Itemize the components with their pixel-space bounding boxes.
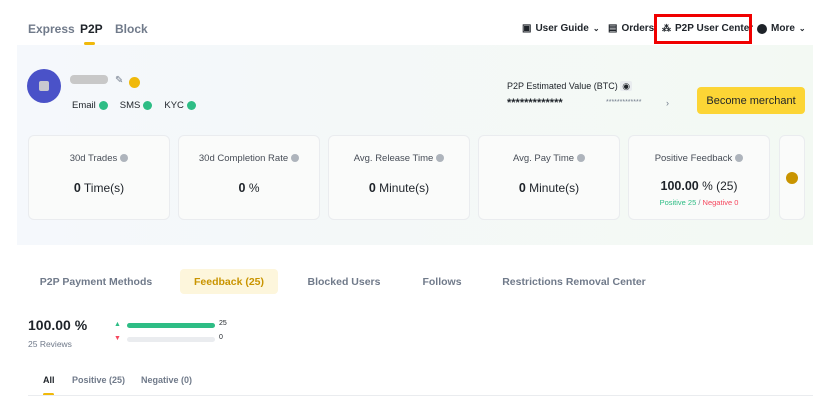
- stat-card-completion-rate: 30d Completion Rate 0 %: [178, 135, 320, 220]
- tab-follows[interactable]: Follows: [422, 275, 462, 288]
- feedback-rate: 100.00 %: [28, 317, 88, 333]
- info-icon[interactable]: [577, 154, 586, 163]
- verification-sms: SMS: [120, 100, 153, 111]
- more-label: More: [771, 23, 795, 34]
- estimated-value-label: P2P Estimated Value (BTC) ◉: [507, 81, 633, 91]
- negative-count: Negative 0: [702, 198, 739, 207]
- more-menu[interactable]: More ⌄: [757, 23, 806, 34]
- user-badge-icon: [129, 77, 140, 88]
- user-guide-label: User Guide: [535, 23, 589, 34]
- info-icon[interactable]: [735, 154, 744, 163]
- info-icon[interactable]: [436, 154, 445, 163]
- chevron-down-icon: ⌄: [592, 24, 600, 33]
- check-icon: [186, 100, 196, 110]
- verification-kyc: KYC: [164, 100, 196, 111]
- verification-list: Email SMS KYC: [72, 100, 196, 111]
- estimated-fiat: *************: [606, 99, 642, 106]
- nav-tab-p2p[interactable]: P2P: [80, 22, 103, 36]
- tab-blocked-users[interactable]: Blocked Users: [307, 275, 381, 288]
- subtab-indicator: [43, 393, 54, 396]
- negative-bar: [127, 337, 215, 342]
- subtab-positive[interactable]: Positive (25): [72, 375, 126, 385]
- orders-label: Orders: [621, 23, 655, 34]
- user-center-icon: ⁂: [662, 23, 671, 33]
- verification-email: Email: [72, 100, 108, 111]
- highlight-box: [654, 14, 752, 44]
- check-icon: [98, 100, 108, 110]
- negative-bar-count: 0: [219, 334, 223, 341]
- stat-card-more[interactable]: [779, 135, 805, 220]
- user-center-label: P2P User Center: [675, 23, 754, 34]
- more-icon: [757, 23, 767, 34]
- review-count: 25 Reviews: [28, 339, 72, 349]
- active-tab-indicator: [84, 42, 95, 45]
- avatar: [27, 69, 61, 103]
- chevron-down-icon: ⌄: [798, 24, 806, 33]
- check-icon: [143, 100, 153, 110]
- positive-bar: [127, 323, 215, 328]
- subtab-negative[interactable]: Negative (0): [141, 375, 193, 385]
- subtab-all[interactable]: All: [43, 375, 55, 385]
- nav-tab-block[interactable]: Block: [115, 22, 148, 36]
- tab-payment-methods[interactable]: P2P Payment Methods: [39, 275, 153, 288]
- nav-tab-express[interactable]: Express: [28, 22, 75, 36]
- divider: [28, 395, 813, 396]
- chevron-right-icon[interactable]: ›: [666, 98, 669, 108]
- guide-icon: ▣: [522, 23, 532, 34]
- become-merchant-button[interactable]: Become merchant: [697, 87, 805, 114]
- info-icon[interactable]: [291, 154, 300, 163]
- thumbs-up-icon: ▲: [114, 321, 121, 328]
- username-redacted: [70, 75, 108, 84]
- tab-restrictions-removal[interactable]: Restrictions Removal Center: [502, 275, 646, 288]
- p2p-user-center-link[interactable]: ⁂ P2P User Center: [662, 23, 753, 34]
- eye-icon[interactable]: ◉: [620, 81, 633, 91]
- orders-icon: ▤: [608, 23, 618, 34]
- estimated-value: *************: [507, 97, 563, 109]
- edit-icon[interactable]: ✎: [115, 75, 124, 86]
- more-icon[interactable]: [786, 172, 798, 184]
- user-guide-menu[interactable]: ▣ User Guide ⌄: [522, 23, 600, 34]
- info-icon[interactable]: [120, 154, 129, 163]
- positive-bar-count: 25: [219, 320, 227, 327]
- orders-link[interactable]: ▤ Orders: [608, 23, 654, 34]
- stat-card-pay-time: Avg. Pay Time 0 Minute(s): [478, 135, 620, 220]
- thumbs-down-icon: ▼: [114, 335, 121, 342]
- stat-card-positive-feedback: Positive Feedback 100.00 % (25) Positive …: [628, 135, 770, 220]
- stat-card-30d-trades: 30d Trades 0 Time(s): [28, 135, 170, 220]
- tab-feedback[interactable]: Feedback (25): [180, 269, 278, 294]
- stat-card-release-time: Avg. Release Time 0 Minute(s): [328, 135, 470, 220]
- positive-count: Positive 25: [659, 198, 697, 207]
